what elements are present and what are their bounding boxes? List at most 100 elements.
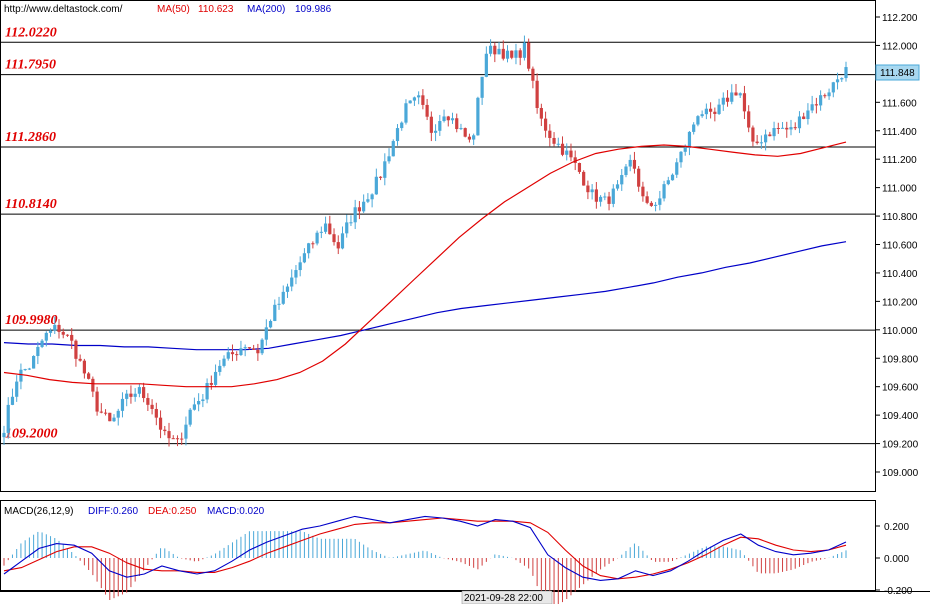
candle-body xyxy=(391,141,395,157)
macd-tick-label: 0.000 xyxy=(884,554,909,565)
macd-title: MACD(26,12,9) xyxy=(4,506,73,517)
candle-body xyxy=(378,176,383,178)
price-tick-label: 110.600 xyxy=(882,241,918,252)
candle-body xyxy=(467,136,472,140)
candle-body xyxy=(649,202,653,206)
level-label: 111.2860 xyxy=(5,130,56,145)
level-label: 109.9980 xyxy=(5,313,58,328)
candle-body xyxy=(734,92,738,96)
candle-body xyxy=(133,393,137,397)
candle-body xyxy=(332,234,336,243)
current-price-label: 111.848 xyxy=(880,68,915,79)
candle-body xyxy=(785,127,789,130)
price-tick-label: 109.600 xyxy=(882,383,919,394)
candle-body xyxy=(450,118,455,121)
candle-body xyxy=(840,78,844,80)
candle-body xyxy=(103,412,108,414)
candle-body xyxy=(349,222,353,224)
candle-body xyxy=(53,324,57,331)
candle-body xyxy=(61,331,65,335)
candle-body xyxy=(218,365,222,372)
candle-body xyxy=(717,104,721,114)
candle-body xyxy=(171,438,175,440)
candle-body xyxy=(298,262,302,271)
macd-tick-label: -0.200 xyxy=(884,586,913,597)
candle-body xyxy=(129,393,133,397)
candle-body xyxy=(793,127,797,129)
candle-body xyxy=(484,53,488,77)
candle-body xyxy=(683,147,687,152)
candle-body xyxy=(569,150,573,158)
candle-body xyxy=(120,398,125,411)
candle-body xyxy=(670,174,675,181)
candle-body xyxy=(285,286,290,292)
price-tick-label: 111.200 xyxy=(882,155,917,166)
candle-body xyxy=(387,156,391,162)
candle-body xyxy=(362,201,366,212)
candle-body xyxy=(95,391,99,412)
candle-body xyxy=(527,42,531,69)
candle-body xyxy=(493,45,497,55)
candle-body xyxy=(340,233,345,249)
candle-body xyxy=(539,107,543,119)
ma200-value: 109.986 xyxy=(295,4,332,15)
support-resistance-levels: 112.0220 111.7950 111.2860 110.8140 109.9980… xyxy=(0,25,875,445)
candle-body xyxy=(328,223,332,235)
candle-body xyxy=(78,358,82,361)
candle-body xyxy=(552,137,556,144)
candle-body xyxy=(184,424,188,439)
price-tick-label: 110.400 xyxy=(882,269,918,280)
candle-body xyxy=(730,92,734,102)
candle-body xyxy=(582,171,586,186)
candle-body xyxy=(87,373,91,379)
ma50-label: MA(50) xyxy=(157,4,190,15)
candle-body xyxy=(433,130,438,133)
candle-body xyxy=(256,349,260,354)
candle-body xyxy=(658,198,662,205)
candle-body xyxy=(472,135,476,140)
candle-body xyxy=(277,303,281,305)
candle-body xyxy=(429,116,433,133)
candle-body xyxy=(810,104,814,111)
candle-body xyxy=(19,369,23,382)
candle-body xyxy=(692,124,696,132)
candle-body xyxy=(197,401,201,405)
candle-body xyxy=(713,111,717,114)
candle-body xyxy=(15,381,19,397)
candle-body xyxy=(615,184,620,189)
candle-body xyxy=(404,103,408,123)
candle-body xyxy=(696,116,700,125)
candle-body xyxy=(759,142,763,144)
candle-body xyxy=(514,50,518,58)
ma200-series xyxy=(3,241,847,351)
candle-body xyxy=(709,108,713,112)
candle-body xyxy=(319,231,323,233)
ma50-series xyxy=(3,141,847,388)
candle-body xyxy=(213,371,218,385)
source-url[interactable]: http://www.deltastock.com/ xyxy=(4,4,123,15)
candle-body xyxy=(463,128,467,137)
candle-body xyxy=(835,79,840,83)
macd-dea-line xyxy=(3,517,847,580)
candle-body xyxy=(311,243,315,245)
ma50-value: 110.623 xyxy=(198,4,234,15)
current-price-tag xyxy=(875,64,920,81)
price-tick-label: 112.200 xyxy=(882,13,918,24)
candle-body xyxy=(205,382,209,400)
price-tick-label: 109.800 xyxy=(882,354,919,365)
candle-body xyxy=(57,324,61,332)
candle-body xyxy=(819,95,823,106)
candle-body xyxy=(573,157,577,163)
candle-body xyxy=(438,121,442,131)
candle-body xyxy=(417,95,421,98)
candle-body xyxy=(2,432,6,438)
level-label: 110.8140 xyxy=(5,197,57,212)
candle-body xyxy=(548,130,552,138)
candle-body xyxy=(230,352,235,355)
price-tick-label: 109.400 xyxy=(882,411,919,422)
ma200-line xyxy=(3,241,847,351)
candle-body xyxy=(222,358,226,366)
candle-body xyxy=(116,410,120,418)
candle-body xyxy=(814,104,818,106)
